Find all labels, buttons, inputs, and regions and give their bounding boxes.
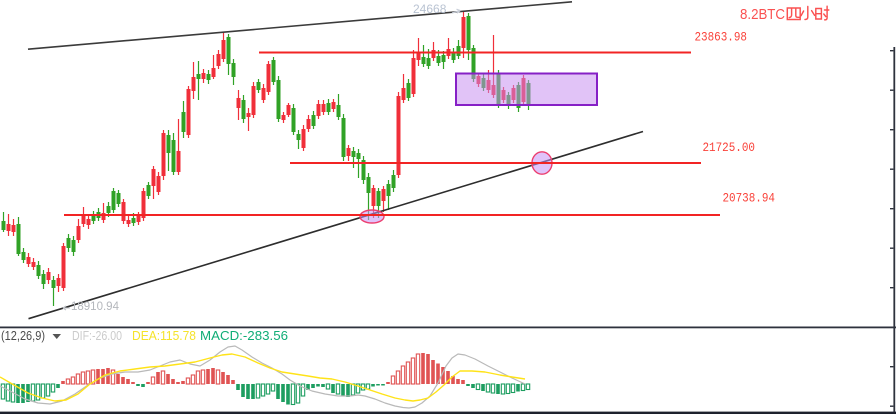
svg-text:21725.00: 21725.00	[703, 141, 756, 155]
svg-text:DIF:-26.00: DIF:-26.00	[72, 328, 122, 343]
svg-text:DEA:115.78: DEA:115.78	[132, 328, 196, 343]
svg-text:24668: 24668	[413, 2, 447, 16]
svg-text:20738.94: 20738.94	[723, 192, 776, 206]
svg-text:18910.94: 18910.94	[71, 301, 120, 313]
svg-text:(12,26,9): (12,26,9)	[1, 328, 45, 343]
svg-text:MACD:-283.56: MACD:-283.56	[200, 328, 288, 343]
svg-text:23863.98: 23863.98	[695, 31, 748, 45]
svg-text:8.2BTC: 8.2BTC	[740, 6, 785, 23]
